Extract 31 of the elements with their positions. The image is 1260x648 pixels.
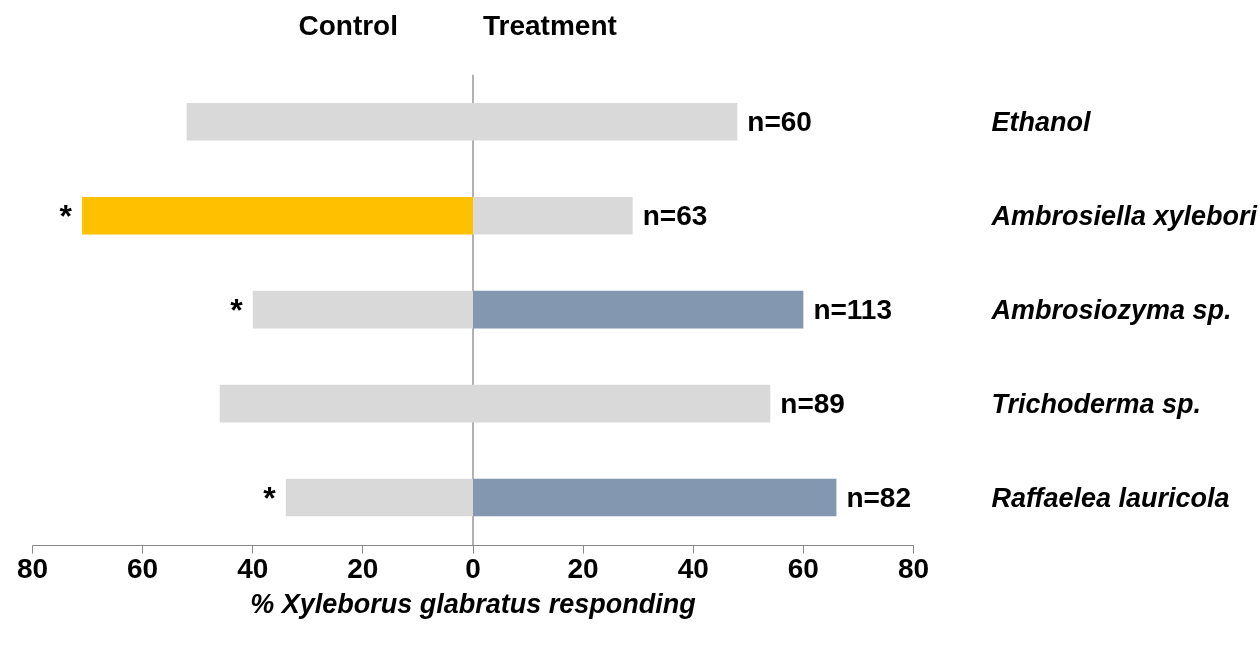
bar: [82, 196, 473, 235]
y-tick-label: Trichoderma sp.: [991, 388, 1202, 419]
y-tick-label: Ambrosiozyma sp.: [990, 294, 1232, 325]
y-tick-label: Ambrosiella xylebori: [990, 200, 1258, 231]
bar: [252, 290, 473, 329]
annotation: *: [230, 291, 244, 328]
bar: [473, 196, 633, 235]
annotation: n=63: [642, 200, 708, 232]
text: Control: [298, 10, 398, 42]
x-tick-label: 60: [787, 552, 819, 584]
x-tick-label: 60: [127, 552, 159, 584]
bar: [473, 478, 837, 517]
x-tick-label: 0: [465, 552, 481, 584]
annotation: n=82: [846, 482, 912, 514]
x-tick-label: 80: [897, 552, 930, 584]
x-tick-label: 80: [16, 552, 49, 584]
y-tick-label: Raffaelea lauricola: [991, 482, 1230, 513]
bar: [285, 478, 473, 517]
annotation: n=60: [747, 106, 812, 138]
bar: [473, 290, 804, 329]
annotation: n=113: [813, 294, 893, 326]
annotation: *: [59, 197, 73, 234]
annotation: *: [263, 479, 277, 516]
x-tick-label: 20: [347, 552, 379, 584]
x-tick-label: 40: [677, 552, 709, 584]
y-tick-label: Ethanol: [991, 106, 1091, 137]
x-axis-title: % Xyleborus glabratus responding: [250, 588, 697, 619]
text: Treatment: [483, 10, 617, 42]
annotation: n=89: [780, 388, 845, 420]
x-tick-label: 40: [237, 552, 269, 584]
x-tick-label: 20: [567, 552, 599, 584]
